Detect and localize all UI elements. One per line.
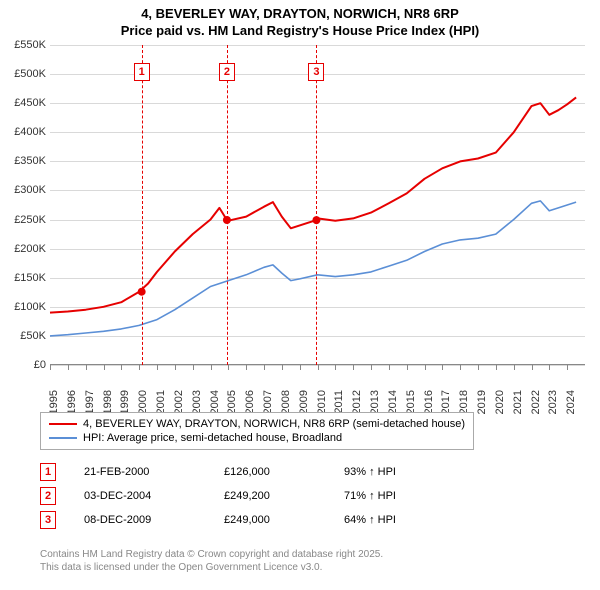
sale-marker-line (142, 45, 143, 365)
series-property (50, 97, 576, 312)
x-tick-label: 2019 (476, 390, 488, 422)
x-tick-label: 2023 (547, 390, 559, 422)
sale-row-badge: 2 (40, 487, 56, 505)
legend-label: HPI: Average price, semi-detached house,… (83, 432, 342, 444)
sale-row: 1 21-FEB-2000£126,00093% ↑ HPI (40, 460, 444, 484)
y-tick-label: £300K (14, 184, 46, 196)
sale-hpi-delta: 71% ↑ HPI (344, 490, 444, 502)
legend-item: 4, BEVERLEY WAY, DRAYTON, NORWICH, NR8 6… (49, 417, 465, 431)
legend-box: 4, BEVERLEY WAY, DRAYTON, NORWICH, NR8 6… (40, 412, 474, 450)
y-tick-label: £500K (14, 68, 46, 80)
chart-container: 4, BEVERLEY WAY, DRAYTON, NORWICH, NR8 6… (0, 0, 600, 590)
x-tick-label: 2021 (512, 390, 524, 422)
sale-row: 2 03-DEC-2004£249,20071% ↑ HPI (40, 484, 444, 508)
y-tick-label: £250K (14, 214, 46, 226)
sale-date: 21-FEB-2000 (84, 466, 224, 478)
x-tick-label: 2024 (565, 390, 577, 422)
sale-hpi-delta: 64% ↑ HPI (344, 514, 444, 526)
sale-row-badge: 1 (40, 463, 56, 481)
y-tick-label: £550K (14, 39, 46, 51)
copyright-notice: Contains HM Land Registry data © Crown c… (40, 548, 383, 574)
title-line-1: 4, BEVERLEY WAY, DRAYTON, NORWICH, NR8 6… (0, 6, 600, 23)
plot-area: 1 2 3 (50, 45, 585, 365)
y-tick-label: £100K (14, 301, 46, 313)
y-tick-label: £150K (14, 272, 46, 284)
copyright-line-2: This data is licensed under the Open Gov… (40, 561, 383, 574)
legend-item: HPI: Average price, semi-detached house,… (49, 431, 465, 445)
sale-row-badge: 3 (40, 511, 56, 529)
legend-swatch (49, 437, 77, 439)
x-axis-labels: 1995199619971998199920002001200220032004… (50, 368, 585, 408)
x-tick-label: 2022 (530, 390, 542, 422)
sale-hpi-delta: 93% ↑ HPI (344, 466, 444, 478)
y-tick-label: £400K (14, 126, 46, 138)
legend-swatch (49, 423, 77, 425)
sale-marker-badge: 2 (219, 63, 235, 81)
sale-marker-line (227, 45, 228, 365)
sales-table: 1 21-FEB-2000£126,00093% ↑ HPI 2 03-DEC-200… (40, 460, 444, 532)
sale-date: 08-DEC-2009 (84, 514, 224, 526)
sale-price: £126,000 (224, 466, 344, 478)
sale-price: £249,000 (224, 514, 344, 526)
chart-title: 4, BEVERLEY WAY, DRAYTON, NORWICH, NR8 6… (0, 0, 600, 42)
sale-marker-line (316, 45, 317, 365)
y-tick-label: £350K (14, 155, 46, 167)
y-tick-label: £200K (14, 243, 46, 255)
sale-price: £249,200 (224, 490, 344, 502)
x-tick-label: 2020 (494, 390, 506, 422)
sale-row: 3 08-DEC-2009£249,00064% ↑ HPI (40, 508, 444, 532)
chart-svg (50, 45, 585, 365)
y-tick-label: £450K (14, 97, 46, 109)
sale-marker-badge: 1 (134, 63, 150, 81)
legend-label: 4, BEVERLEY WAY, DRAYTON, NORWICH, NR8 6… (83, 418, 465, 430)
y-tick-label: £0 (34, 359, 46, 371)
title-line-2: Price paid vs. HM Land Registry's House … (0, 23, 600, 40)
y-axis-labels: £0£50K£100K£150K£200K£250K£300K£350K£400… (0, 45, 48, 365)
sale-marker-badge: 3 (308, 63, 324, 81)
copyright-line-1: Contains HM Land Registry data © Crown c… (40, 548, 383, 561)
sale-date: 03-DEC-2004 (84, 490, 224, 502)
y-tick-label: £50K (20, 330, 46, 342)
